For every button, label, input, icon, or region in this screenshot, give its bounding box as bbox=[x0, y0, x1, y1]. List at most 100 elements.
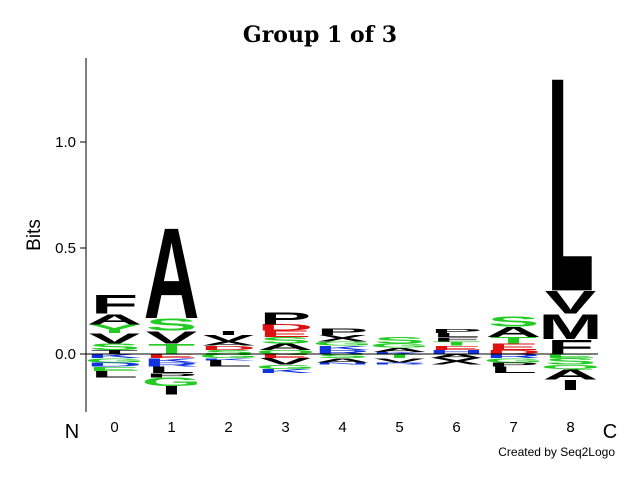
residue-L-neg-pos-0: L bbox=[91, 369, 138, 379]
y-tick-label: 0.5 bbox=[55, 240, 76, 257]
x-tick-label: 8 bbox=[566, 419, 574, 436]
x-ticks: 0 1 2 3 4 5 6 7 8 bbox=[110, 419, 574, 436]
residue-V-pos-1: V bbox=[146, 327, 197, 347]
residue-T-pos-1: T bbox=[148, 341, 195, 357]
residue-I-pos-2: I bbox=[218, 330, 239, 337]
residue-A-neg-pos-6: A bbox=[429, 353, 485, 360]
residue-X-neg-pos-6: X bbox=[431, 357, 483, 367]
residue-G-neg-pos-2: G bbox=[199, 353, 259, 360]
residue-I-neg-pos-8: I bbox=[560, 377, 581, 393]
residue-D-pos-2: D bbox=[201, 344, 257, 351]
residue-T-pos-7: T bbox=[490, 335, 537, 345]
logo-columns: TSVYAFKGDELTVSAEKRLPGISDAVIGKLQASEDPEVGK… bbox=[85, 15, 603, 397]
residue-D-pos-3: D bbox=[258, 323, 314, 333]
residue-G-pos-4: G bbox=[313, 340, 373, 347]
x-tick-label: 0 bbox=[110, 419, 118, 436]
residue-S-pos-0: S bbox=[89, 342, 140, 352]
residue-A-pos-1: A bbox=[144, 200, 200, 346]
residue-A-pos-2: A bbox=[201, 340, 257, 347]
residue-A-pos-3: A bbox=[258, 342, 314, 352]
x-tick-label: 2 bbox=[224, 419, 232, 436]
residue-K-neg-pos-0: K bbox=[87, 353, 143, 360]
residue-V-neg-pos-3: V bbox=[260, 357, 312, 367]
residue-P-pos-3: P bbox=[260, 308, 311, 328]
residue-Q-pos-3: Q bbox=[256, 349, 316, 356]
x-tick-label: 1 bbox=[167, 419, 175, 436]
residue-F-pos-8: F bbox=[547, 335, 594, 358]
residue-G-neg-pos-3: G bbox=[256, 363, 316, 370]
y-ticks: 0.0 0.5 1.0 bbox=[55, 134, 86, 363]
residue-A-neg-pos-4: A bbox=[315, 357, 371, 364]
residue-F-pos-6: F bbox=[433, 336, 480, 343]
x-tick-label: 6 bbox=[452, 419, 460, 436]
residue-L-pos-8: L bbox=[547, 15, 594, 356]
residue-K-neg-pos-3: K bbox=[258, 368, 314, 375]
residue-P-neg-pos-7: P bbox=[488, 361, 539, 368]
residue-H-pos-6: H bbox=[429, 349, 485, 356]
residue-P-neg-pos-1: P bbox=[146, 372, 197, 379]
residue-V-pos-0: V bbox=[89, 330, 140, 346]
residue-E-pos-6: E bbox=[431, 344, 482, 351]
residue-L-neg-pos-1: L bbox=[148, 365, 195, 375]
credit-text: Created by Seq2Logo bbox=[498, 445, 615, 459]
residue-T-pos-0: T bbox=[91, 349, 138, 356]
residue-T-neg-pos-5: T bbox=[376, 353, 423, 360]
residue-K-neg-pos-1: K bbox=[144, 357, 200, 364]
residue-K-pos-5: K bbox=[372, 351, 428, 354]
residue-S-neg-pos-4: S bbox=[317, 353, 368, 360]
y-axis-label: Bits bbox=[24, 219, 45, 251]
residue-R-neg-pos-1: R bbox=[144, 361, 200, 368]
x-tick-label: 7 bbox=[509, 419, 517, 436]
y-tick-label: 1.0 bbox=[55, 134, 76, 151]
residue-M-pos-8: M bbox=[538, 307, 602, 346]
residue-G-pos-5: G bbox=[370, 342, 430, 349]
residue-X-pos-4: X bbox=[317, 333, 369, 343]
residue-E-pos-7: E bbox=[488, 342, 539, 352]
y-tick-label: 0.0 bbox=[55, 346, 76, 363]
residue-Y-pos-0: Y bbox=[89, 322, 140, 335]
residue-S-pos-3: S bbox=[260, 335, 311, 345]
residue-E-neg-pos-8: E bbox=[545, 353, 596, 360]
residue-A-pos-0: A bbox=[87, 311, 143, 327]
residue-P-pos-4: P bbox=[317, 327, 368, 337]
residue-F-pos-0: F bbox=[91, 290, 138, 319]
residue-T-pos-6: T bbox=[433, 340, 480, 347]
residue-D-neg-pos-0: D bbox=[87, 361, 143, 368]
residue-E-pos-3: E bbox=[260, 329, 311, 339]
residue-R-pos-4: R bbox=[315, 349, 371, 356]
residue-R-neg-pos-7: R bbox=[486, 353, 542, 360]
residue-V-pos-2: V bbox=[203, 333, 255, 343]
residue-S-pos-7: S bbox=[488, 313, 539, 329]
residue-S-pos-2: S bbox=[203, 349, 254, 356]
residue-A-pos-5: A bbox=[372, 346, 428, 353]
residue-E-neg-pos-0: E bbox=[89, 366, 140, 373]
residue-D-pos-7: D bbox=[486, 349, 542, 356]
x-tick-label: 5 bbox=[395, 419, 403, 436]
x-tick-label: 4 bbox=[338, 419, 346, 436]
residue-E-neg-pos-1: E bbox=[146, 353, 197, 360]
residue-N-neg-pos-4: N bbox=[315, 362, 371, 365]
chart-title: Group 1 of 3 bbox=[243, 22, 397, 48]
residue-A-neg-pos-8: A bbox=[543, 366, 599, 382]
residue-A-pos-7: A bbox=[486, 324, 542, 340]
residue-L-pos-6: L bbox=[433, 332, 480, 339]
x-tick-label: 3 bbox=[281, 419, 289, 436]
residue-G-neg-pos-1: G bbox=[141, 375, 201, 388]
c-terminal-label: C bbox=[603, 421, 617, 443]
residue-G-neg-pos-7: G bbox=[484, 357, 544, 364]
residue-E-neg-pos-3: E bbox=[260, 353, 311, 360]
residue-S-pos-5: S bbox=[374, 335, 425, 345]
residue-L-neg-pos-2: L bbox=[205, 359, 252, 369]
residue-R-neg-pos-5: R bbox=[372, 362, 428, 365]
n-terminal-label: N bbox=[65, 421, 79, 443]
